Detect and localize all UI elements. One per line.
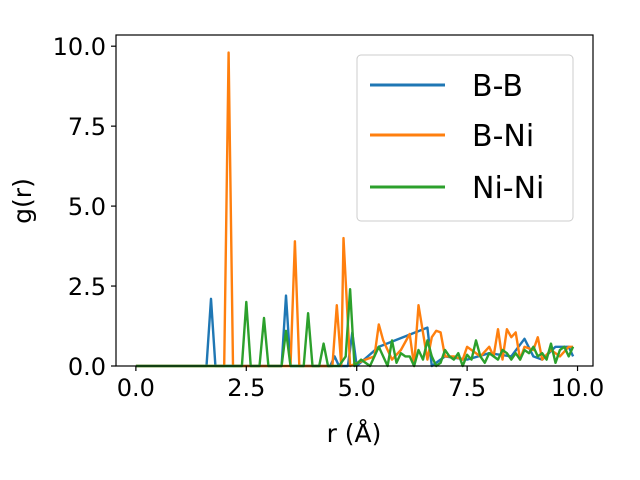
x-axis-label: r (Å) xyxy=(327,419,382,448)
y-axis-label: g(r) xyxy=(8,178,37,224)
y-tick-label: 0.0 xyxy=(68,353,106,381)
legend-label-b-b: B-B xyxy=(472,69,523,104)
legend-label-b-ni: B-Ni xyxy=(472,119,534,154)
x-axis: 0.0 2.5 5.0 7.5 10.0 xyxy=(117,366,604,402)
y-tick-label: 10.0 xyxy=(53,33,106,61)
series-layer xyxy=(135,51,575,368)
y-axis: 0.0 2.5 5.0 7.5 10.0 xyxy=(53,33,116,381)
series-line-ni-ni xyxy=(135,288,575,368)
plot-frame xyxy=(115,34,594,367)
legend-box xyxy=(356,54,574,222)
x-tick-label: 7.5 xyxy=(448,374,486,402)
x-tick-label: 10.0 xyxy=(551,374,604,402)
legend-label-ni-ni: Ni-Ni xyxy=(472,171,544,206)
y-tick-label: 2.5 xyxy=(68,273,106,301)
x-tick-label: 0.0 xyxy=(117,374,155,402)
y-tick-label: 7.5 xyxy=(68,113,106,141)
y-tick-label: 5.0 xyxy=(68,193,106,221)
legend: B-B B-Ni Ni-Ni xyxy=(356,54,574,222)
x-tick-label: 5.0 xyxy=(338,374,376,402)
x-tick-label: 2.5 xyxy=(227,374,265,402)
